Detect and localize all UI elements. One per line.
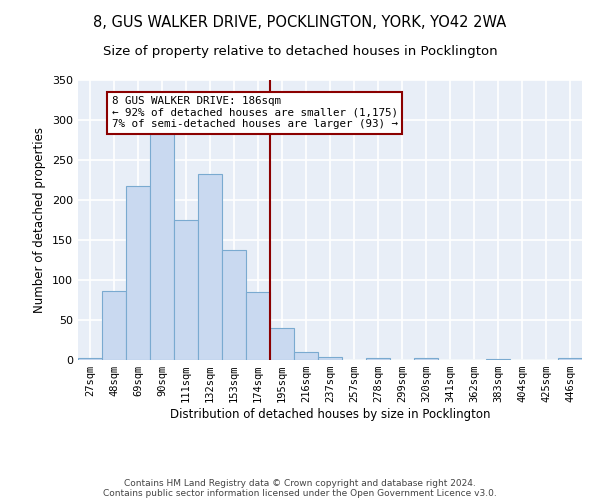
Bar: [102, 291, 126, 360]
Bar: [78, 358, 102, 360]
Text: Size of property relative to detached houses in Pocklington: Size of property relative to detached ho…: [103, 45, 497, 58]
Bar: [150, 134, 174, 360]
Bar: [126, 186, 150, 360]
Text: 8 GUS WALKER DRIVE: 186sqm
← 92% of detached houses are smaller (1,175)
7% of se: 8 GUS WALKER DRIVE: 186sqm ← 92% of deta…: [112, 96, 398, 129]
X-axis label: Distribution of detached houses by size in Pocklington: Distribution of detached houses by size …: [170, 408, 490, 421]
Y-axis label: Number of detached properties: Number of detached properties: [34, 127, 46, 313]
Text: Contains HM Land Registry data © Crown copyright and database right 2024.: Contains HM Land Registry data © Crown c…: [124, 478, 476, 488]
Bar: [318, 357, 342, 360]
Bar: [294, 352, 318, 360]
Text: 8, GUS WALKER DRIVE, POCKLINGTON, YORK, YO42 2WA: 8, GUS WALKER DRIVE, POCKLINGTON, YORK, …: [94, 15, 506, 30]
Bar: [486, 359, 510, 360]
Bar: [222, 250, 246, 360]
Bar: [198, 174, 222, 360]
Text: Contains public sector information licensed under the Open Government Licence v3: Contains public sector information licen…: [103, 488, 497, 498]
Bar: [270, 328, 294, 360]
Bar: [558, 358, 582, 360]
Bar: [174, 220, 198, 360]
Bar: [414, 358, 438, 360]
Bar: [366, 358, 390, 360]
Bar: [246, 292, 270, 360]
